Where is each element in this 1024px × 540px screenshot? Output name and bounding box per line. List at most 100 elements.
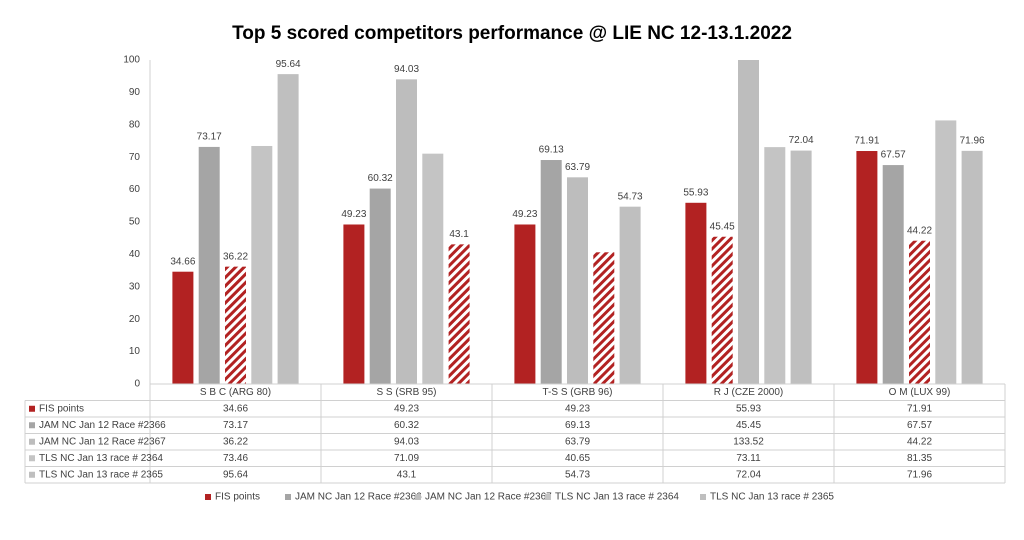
table-row-label: JAM NC Jan 12 Race #2366 — [39, 420, 166, 431]
data-label: 43.1 — [449, 229, 469, 240]
data-label: 69.13 — [539, 145, 564, 156]
table-cell: 133.52 — [733, 436, 764, 447]
table-cell: 71.96 — [907, 469, 932, 480]
bar — [396, 79, 417, 384]
y-tick-label: 0 — [134, 379, 140, 390]
bar — [172, 271, 194, 384]
bar — [277, 74, 299, 384]
legend-label: JAM NC Jan 12 Race #2367 — [425, 492, 552, 503]
table-cell: 49.23 — [565, 403, 590, 414]
legend-swatch — [205, 494, 211, 500]
y-tick-label: 20 — [129, 314, 141, 325]
table-cell: 67.57 — [907, 420, 932, 431]
bar — [540, 160, 562, 384]
data-label: 44.22 — [907, 225, 932, 236]
legend-label: JAM NC Jan 12 Race #2366 — [295, 492, 422, 503]
table-swatch — [29, 405, 35, 412]
bar — [738, 60, 759, 384]
y-tick-label: 30 — [129, 281, 141, 292]
y-tick-label: 80 — [129, 119, 141, 130]
table-cell: 45.45 — [736, 420, 761, 431]
legend-swatch — [285, 494, 291, 500]
bar — [567, 177, 588, 384]
y-tick-label: 90 — [129, 87, 141, 98]
data-label: 72.04 — [789, 135, 814, 146]
data-label: 55.93 — [683, 187, 708, 198]
data-label: 95.64 — [276, 59, 301, 70]
table-cell: 36.22 — [223, 436, 248, 447]
table-row-label: TLS NC Jan 13 race # 2365 — [39, 469, 163, 480]
table-cell: 73.11 — [736, 453, 761, 464]
legend-swatch — [415, 494, 421, 500]
table-row-label: TLS NC Jan 13 race # 2364 — [39, 453, 163, 464]
table-cell: 81.35 — [907, 453, 932, 464]
table-cell: 43.1 — [397, 469, 417, 480]
data-label: 34.66 — [170, 256, 195, 267]
data-label: 45.45 — [710, 221, 735, 232]
bar — [343, 224, 365, 384]
x-tick-label: R J (CZE 2000) — [714, 387, 783, 398]
table-cell: 94.03 — [394, 436, 419, 447]
table-cell: 73.17 — [223, 420, 248, 431]
table-cell: 71.09 — [394, 453, 419, 464]
x-tick-label: S S (SRB 95) — [376, 387, 436, 398]
legend-swatch — [545, 494, 551, 500]
table-row-label: FIS points — [39, 403, 84, 414]
x-tick-label: O M (LUX 99) — [889, 387, 951, 398]
bar — [711, 236, 733, 384]
data-label: 36.22 — [223, 251, 248, 262]
legend-swatch — [700, 494, 706, 500]
bar — [935, 120, 957, 384]
data-label: 67.57 — [881, 150, 906, 161]
legend-label: FIS points — [215, 492, 260, 503]
table-cell: 44.22 — [907, 436, 932, 447]
table-cell: 40.65 — [565, 453, 590, 464]
y-tick-label: 40 — [129, 249, 141, 260]
table-swatch — [29, 471, 35, 478]
bar — [251, 145, 273, 384]
legend-label: TLS NC Jan 13 race # 2364 — [555, 492, 679, 503]
bar — [790, 150, 812, 384]
y-tick-label: 50 — [129, 217, 141, 228]
y-tick-label: 10 — [129, 346, 141, 357]
bar — [619, 206, 641, 384]
data-label: 73.17 — [197, 132, 222, 143]
bar — [593, 252, 615, 384]
table-swatch — [29, 438, 35, 445]
table-cell: 73.46 — [223, 453, 248, 464]
x-tick-label: S B C (ARG 80) — [200, 387, 271, 398]
bar — [514, 224, 536, 384]
bar — [198, 146, 220, 384]
data-label: 49.23 — [512, 209, 537, 220]
y-tick-label: 70 — [129, 152, 141, 163]
bar — [882, 165, 904, 384]
table-cell: 55.93 — [736, 403, 761, 414]
x-tick-label: T-S S (GRB 96) — [542, 387, 612, 398]
data-label: 71.91 — [854, 136, 879, 147]
data-label: 63.79 — [565, 162, 590, 173]
y-tick-label: 100 — [123, 55, 140, 66]
bar — [764, 147, 786, 384]
bar — [685, 202, 707, 384]
table-cell: 69.13 — [565, 420, 590, 431]
data-label: 60.32 — [368, 173, 393, 184]
table-swatch — [29, 455, 35, 462]
table-cell: 54.73 — [565, 469, 590, 480]
table-cell: 95.64 — [223, 469, 248, 480]
table-cell: 71.91 — [907, 403, 932, 414]
bar — [225, 266, 246, 384]
data-label: 94.03 — [394, 64, 419, 75]
legend-label: TLS NC Jan 13 race # 2365 — [710, 492, 834, 503]
table-row-label: JAM NC Jan 12 Race #2367 — [39, 436, 166, 447]
data-label: 49.23 — [341, 209, 366, 220]
table-swatch — [29, 422, 35, 429]
plot-area — [172, 60, 983, 384]
bar — [856, 151, 878, 384]
bar — [448, 244, 470, 384]
table-cell: 72.04 — [736, 469, 761, 480]
table-cell: 34.66 — [223, 403, 248, 414]
chart-title: Top 5 scored competitors performance @ L… — [232, 23, 792, 44]
data-label: 54.73 — [618, 191, 643, 202]
table-cell: 63.79 — [565, 436, 590, 447]
bar — [961, 150, 983, 384]
